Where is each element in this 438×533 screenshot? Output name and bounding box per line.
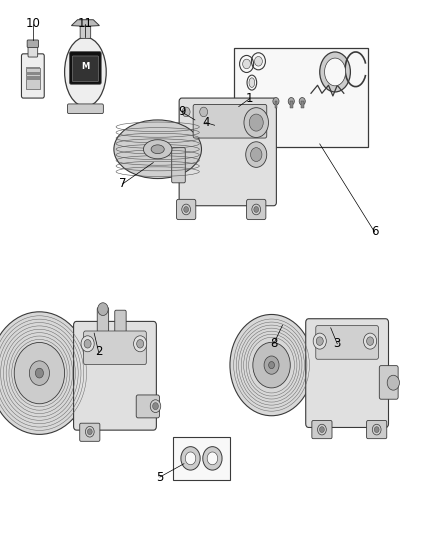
Text: 10: 10 [25,18,40,30]
Circle shape [372,424,381,435]
FancyBboxPatch shape [115,310,126,332]
FancyBboxPatch shape [72,56,99,82]
Ellipse shape [64,37,106,107]
Text: 9: 9 [178,106,186,118]
FancyBboxPatch shape [379,366,398,399]
Circle shape [152,402,159,410]
FancyBboxPatch shape [179,98,276,206]
FancyBboxPatch shape [312,421,332,439]
Circle shape [316,337,323,345]
Text: M: M [81,62,89,71]
Circle shape [243,59,251,69]
Circle shape [81,336,94,352]
Bar [26,67,40,69]
Ellipse shape [249,78,255,87]
Circle shape [251,148,262,161]
Text: 11: 11 [78,18,93,30]
Circle shape [181,447,200,470]
Circle shape [184,206,188,213]
Ellipse shape [325,58,346,86]
Ellipse shape [320,52,350,92]
Circle shape [203,447,222,470]
Bar [234,48,368,147]
FancyBboxPatch shape [80,25,91,38]
Ellipse shape [114,120,201,179]
Circle shape [320,426,324,433]
FancyBboxPatch shape [177,199,196,220]
Circle shape [98,303,108,316]
FancyBboxPatch shape [67,104,103,114]
Circle shape [134,336,147,352]
Ellipse shape [299,98,305,105]
Text: 8: 8 [270,337,277,350]
FancyBboxPatch shape [27,40,39,47]
Bar [301,101,304,108]
FancyBboxPatch shape [367,421,387,439]
FancyBboxPatch shape [28,44,38,57]
FancyBboxPatch shape [80,423,100,441]
Bar [26,68,40,89]
Circle shape [84,340,91,348]
Circle shape [253,342,290,388]
Circle shape [0,312,90,434]
Circle shape [85,426,94,437]
Bar [26,76,40,80]
Text: 1: 1 [246,92,254,105]
Text: 5: 5 [156,471,163,483]
Bar [26,72,40,75]
Circle shape [244,108,268,138]
Circle shape [254,206,258,213]
Circle shape [35,368,43,378]
Circle shape [137,340,144,348]
Circle shape [207,452,218,465]
FancyBboxPatch shape [136,395,159,418]
FancyBboxPatch shape [74,321,156,430]
Text: 6: 6 [371,225,378,238]
Circle shape [268,361,275,369]
Circle shape [318,424,326,435]
Circle shape [254,56,262,66]
Circle shape [29,361,49,385]
Circle shape [246,142,267,167]
Circle shape [387,375,399,390]
FancyBboxPatch shape [21,54,44,98]
Circle shape [200,107,208,117]
Circle shape [364,333,377,349]
Circle shape [252,204,261,215]
Circle shape [185,452,196,465]
Circle shape [14,342,65,404]
Ellipse shape [288,98,294,105]
FancyBboxPatch shape [193,104,267,138]
Circle shape [249,114,263,131]
Circle shape [87,429,92,435]
Circle shape [182,204,191,215]
Circle shape [367,337,374,345]
FancyBboxPatch shape [97,308,109,332]
FancyBboxPatch shape [70,52,101,84]
Text: 4: 4 [202,116,210,129]
FancyBboxPatch shape [172,148,185,183]
Bar [275,101,277,108]
Text: 7: 7 [119,177,127,190]
FancyBboxPatch shape [247,199,266,220]
Circle shape [182,107,190,117]
Circle shape [374,426,379,433]
Circle shape [313,333,326,349]
Text: 3: 3 [334,337,341,350]
Bar [173,437,230,480]
Ellipse shape [273,98,279,105]
Ellipse shape [151,145,164,154]
Circle shape [264,356,279,374]
Circle shape [150,400,161,413]
Bar [290,101,293,108]
Polygon shape [71,20,99,26]
Circle shape [230,314,313,416]
FancyBboxPatch shape [306,319,389,427]
Text: 2: 2 [95,345,102,358]
FancyBboxPatch shape [316,326,378,359]
Ellipse shape [143,140,172,159]
FancyBboxPatch shape [84,331,146,365]
